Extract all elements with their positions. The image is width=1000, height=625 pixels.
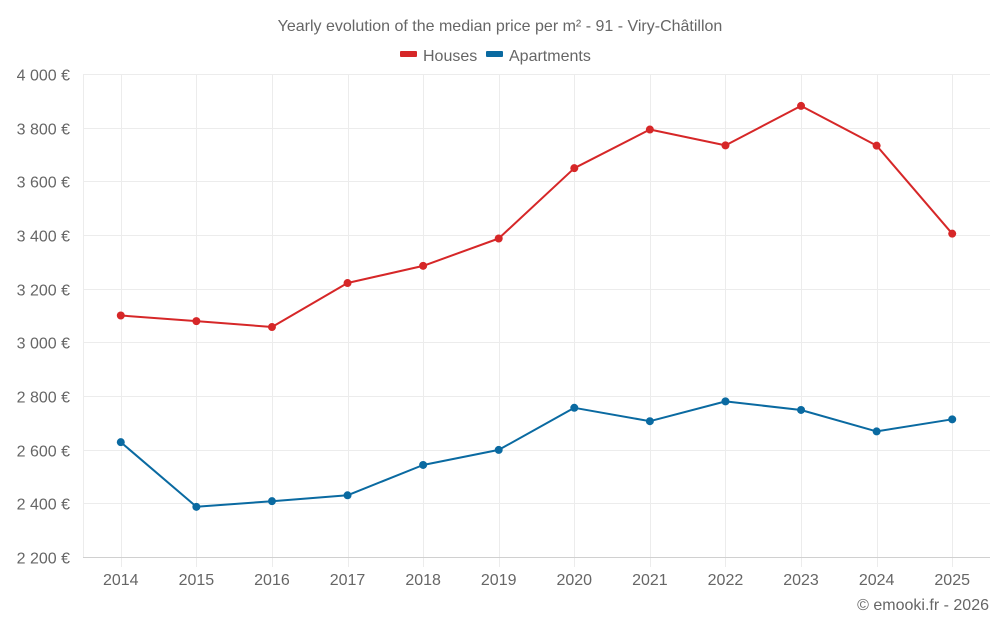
x-tick-label: 2021 xyxy=(632,572,668,589)
data-point-houses xyxy=(721,141,730,150)
series-line-apartments xyxy=(120,400,953,508)
y-tick-label: 2 400 € xyxy=(17,497,70,514)
legend-label: Houses xyxy=(423,48,477,65)
data-point-apartments xyxy=(494,445,503,454)
data-point-houses xyxy=(645,125,654,134)
x-tick-label: 2022 xyxy=(708,572,744,589)
data-point-apartments xyxy=(192,502,201,511)
gridlines xyxy=(83,74,990,567)
y-tick-label: 3 800 € xyxy=(17,122,70,139)
chart-title: Yearly evolution of the median price per… xyxy=(278,18,723,35)
credit-text: © emooki.fr - 2026 xyxy=(857,597,989,614)
x-tick-label: 2024 xyxy=(859,572,895,589)
data-point-houses xyxy=(570,164,579,173)
y-tick-label: 3 400 € xyxy=(17,229,70,246)
y-tick-label: 3 000 € xyxy=(17,336,70,353)
legend: Houses Apartments xyxy=(400,48,591,65)
x-tick-label: 2025 xyxy=(934,572,970,589)
legend-swatch xyxy=(400,51,417,57)
x-tick-label: 2020 xyxy=(556,572,592,589)
legend-label: Apartments xyxy=(509,48,591,65)
data-point-apartments xyxy=(948,415,957,424)
x-tick-label: 2015 xyxy=(179,572,215,589)
data-point-houses xyxy=(494,234,503,243)
data-point-houses xyxy=(797,101,806,110)
y-tick-label: 3 600 € xyxy=(17,175,70,192)
data-point-apartments xyxy=(721,397,730,406)
data-point-houses xyxy=(872,141,881,150)
data-point-apartments xyxy=(419,460,428,469)
data-point-houses xyxy=(192,317,201,326)
data-point-houses xyxy=(419,261,428,270)
x-tick-label: 2019 xyxy=(481,572,517,589)
data-point-apartments xyxy=(116,438,125,447)
data-point-apartments xyxy=(797,405,806,414)
x-tick-label: 2016 xyxy=(254,572,290,589)
x-tick-label: 2014 xyxy=(103,572,139,589)
data-point-apartments xyxy=(872,427,881,436)
data-point-apartments xyxy=(267,497,276,506)
data-point-apartments xyxy=(645,417,654,426)
data-point-houses xyxy=(116,311,125,320)
x-tick-label: 2018 xyxy=(405,572,441,589)
data-point-apartments xyxy=(570,403,579,412)
x-axis-ticks: 2014 2015 2016 2017 2018 2019 2020 2021 2022 2023… xyxy=(103,572,970,589)
y-tick-label: 2 800 € xyxy=(17,390,70,407)
series-group xyxy=(116,101,957,511)
x-tick-label: 2017 xyxy=(330,572,366,589)
legend-item-apartments: Apartments xyxy=(486,48,591,65)
series-houses xyxy=(116,101,957,332)
y-tick-label: 4 000 € xyxy=(17,68,70,85)
y-axis-ticks: 2 200 € 2 400 € 2 600 € 2 800 € 3 000 € 3 200… xyxy=(17,68,70,568)
y-tick-label: 3 200 € xyxy=(17,283,70,300)
x-tick-label: 2023 xyxy=(783,572,819,589)
y-tick-label: 2 200 € xyxy=(17,551,70,568)
data-point-houses xyxy=(948,229,957,238)
series-line-houses xyxy=(120,104,953,328)
legend-swatch xyxy=(486,51,503,57)
y-tick-label: 2 600 € xyxy=(17,444,70,461)
series-apartments xyxy=(116,397,957,511)
data-point-houses xyxy=(267,323,276,332)
legend-item-houses: Houses xyxy=(400,48,477,65)
data-point-houses xyxy=(343,279,352,288)
data-point-apartments xyxy=(343,491,352,500)
